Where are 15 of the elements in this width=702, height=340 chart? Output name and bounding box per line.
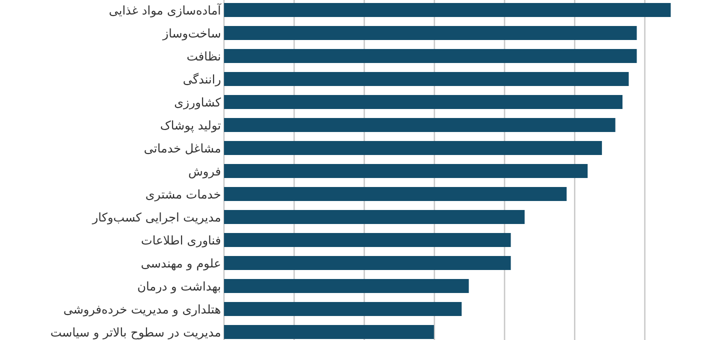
y-tick-label: فناوری اطلاعات bbox=[141, 234, 221, 248]
y-tick-label: مدیریت اجرایی کسب‌وکار bbox=[91, 210, 221, 224]
y-tick-label: مدیریت در سطوح بالاتر و سیاست bbox=[50, 326, 221, 340]
y-tick-label: رانندگی bbox=[182, 72, 222, 86]
y-tick-label: علوم و مهندسی bbox=[140, 256, 221, 270]
y-tick-label: مشاغل خدماتی bbox=[144, 142, 221, 156]
y-tick-label: خدمات مشتری bbox=[145, 188, 221, 202]
y-tick-label: کشاورزی bbox=[174, 96, 222, 110]
y-tick-label: ساخت‌وساز bbox=[162, 26, 221, 40]
y-tick-label: فروش bbox=[188, 164, 221, 178]
y-tick-label: تولید پوشاک bbox=[160, 118, 221, 132]
y-tick-label: هتلداری و مدیریت خرده‌فروشی bbox=[63, 302, 221, 316]
y-tick-label: نظافت bbox=[186, 50, 221, 64]
y-tick-label: بهداشت و درمان bbox=[137, 280, 221, 294]
y-tick-label: آماده‌سازی مواد غذایی bbox=[108, 2, 222, 18]
